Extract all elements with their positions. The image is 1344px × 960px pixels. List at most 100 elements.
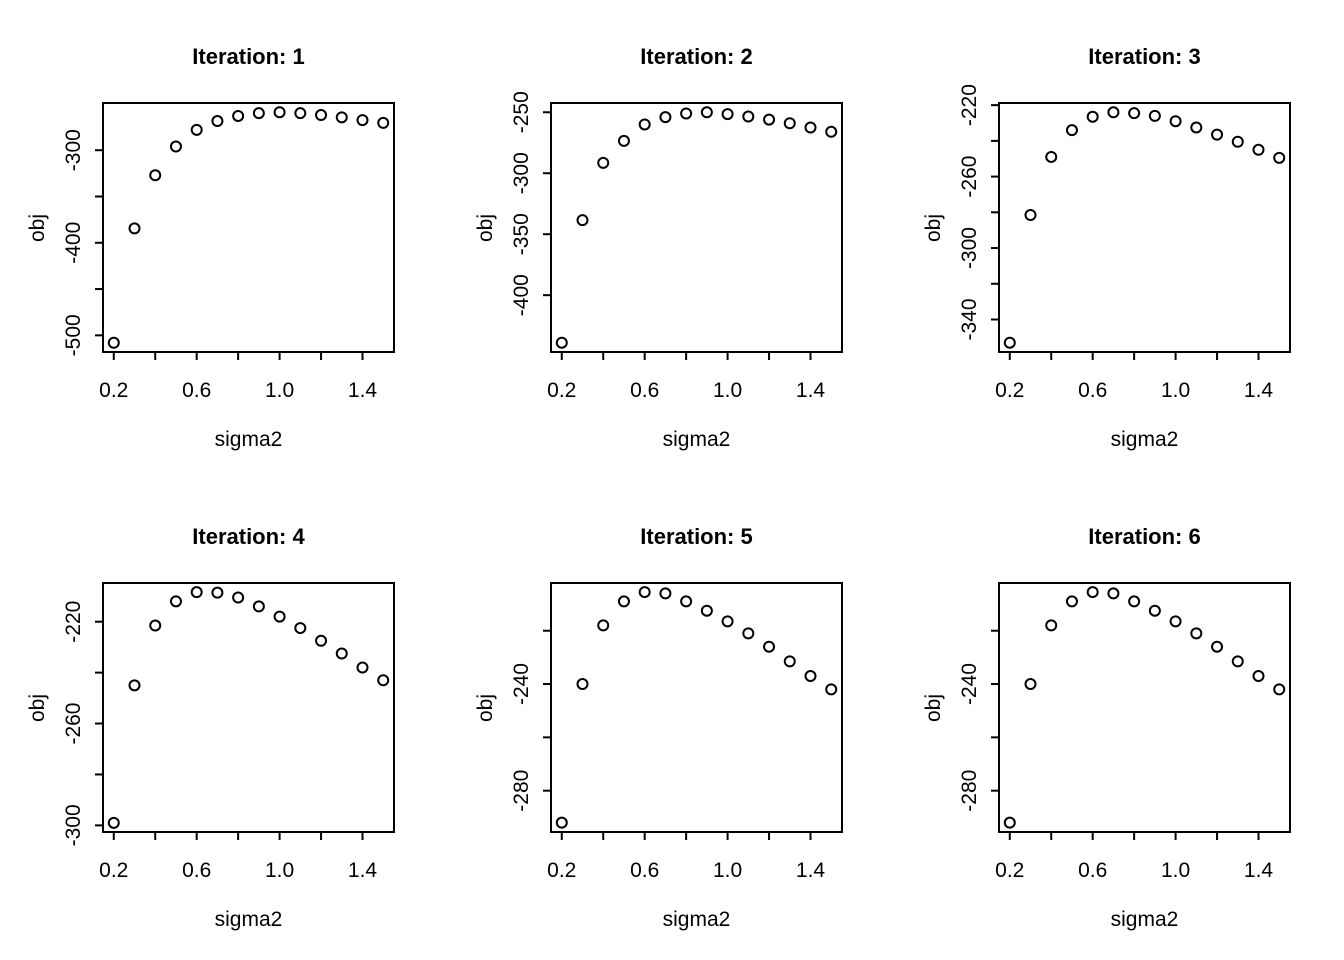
data-point bbox=[356, 661, 369, 674]
data-point bbox=[700, 604, 713, 617]
plot-frame bbox=[550, 582, 843, 833]
data-point bbox=[638, 118, 651, 131]
y-tick-label: -300 bbox=[62, 129, 85, 171]
data-point bbox=[1128, 107, 1141, 120]
data-point bbox=[659, 587, 672, 600]
plot-iteration-5: 0.2 0.6 1.0 1.4 -280 -240 bbox=[510, 582, 843, 882]
data-point bbox=[783, 655, 796, 668]
plot-title: Iteration: 2 bbox=[640, 44, 753, 69]
y-tick-label: -350 bbox=[510, 213, 533, 255]
data-point bbox=[190, 123, 203, 136]
data-point bbox=[128, 222, 141, 235]
data-point bbox=[638, 586, 651, 599]
x-tick-label: 1.4 bbox=[1244, 379, 1274, 402]
panel-iteration-3: 0.2 0.6 1.0 1.4 -340 -300 -260 -220 Iteration: … bbox=[896, 0, 1344, 480]
x-tick-label: 1.0 bbox=[713, 379, 742, 402]
data-point bbox=[1231, 655, 1244, 668]
data-point bbox=[1086, 586, 1099, 599]
data-point bbox=[128, 679, 141, 692]
data-point bbox=[169, 595, 182, 608]
y-axis-label: obj bbox=[474, 213, 497, 242]
data-point bbox=[1045, 150, 1058, 163]
data-point bbox=[783, 117, 796, 130]
x-tick-label: 1.4 bbox=[348, 379, 378, 402]
plot-title: Iteration: 4 bbox=[192, 524, 305, 549]
y-tick-label: -300 bbox=[62, 804, 85, 846]
y-axis-label-box: obj bbox=[920, 583, 948, 832]
x-tick-label: 1.4 bbox=[1244, 859, 1274, 882]
y-axis-label: obj bbox=[26, 213, 49, 242]
x-axis-label: sigma2 bbox=[1110, 428, 1179, 451]
data-point bbox=[1273, 151, 1286, 164]
data-point bbox=[1024, 678, 1037, 691]
x-tick-label: 1.0 bbox=[265, 859, 294, 882]
data-point bbox=[825, 125, 838, 138]
x-tick-label: 0.2 bbox=[547, 379, 576, 402]
x-tick-label: 1.0 bbox=[713, 859, 742, 882]
data-point bbox=[232, 109, 245, 122]
x-tick-label: 0.6 bbox=[1078, 859, 1107, 882]
data-point bbox=[1107, 106, 1120, 119]
data-point bbox=[1003, 336, 1016, 349]
x-tick-label: 0.6 bbox=[182, 379, 211, 402]
x-tick-label: 0.6 bbox=[630, 859, 659, 882]
x-axis-label: sigma2 bbox=[214, 428, 283, 451]
data-point bbox=[617, 134, 630, 147]
data-point bbox=[1273, 683, 1286, 696]
data-point bbox=[804, 121, 817, 134]
x-tick-label: 1.4 bbox=[348, 859, 378, 882]
y-axis-label-box: obj bbox=[920, 103, 948, 352]
data-point bbox=[680, 595, 693, 608]
data-point bbox=[1065, 124, 1078, 137]
data-point bbox=[597, 156, 610, 169]
data-point bbox=[1252, 670, 1265, 683]
y-tick-label: -240 bbox=[510, 663, 533, 705]
data-point bbox=[1211, 128, 1224, 141]
data-point bbox=[1231, 135, 1244, 148]
y-tick-label: -400 bbox=[510, 274, 533, 316]
data-point bbox=[700, 106, 713, 119]
data-point bbox=[107, 336, 120, 349]
data-point bbox=[763, 640, 776, 653]
plot-frame bbox=[550, 102, 843, 353]
x-tick-label: 1.4 bbox=[796, 379, 826, 402]
plot-iteration-3: 0.2 0.6 1.0 1.4 -340 -300 -260 -220 bbox=[958, 84, 1291, 402]
x-tick-label: 1.0 bbox=[1161, 859, 1190, 882]
x-tick-label: 0.2 bbox=[995, 379, 1024, 402]
data-point bbox=[721, 615, 734, 628]
y-axis-label: obj bbox=[922, 693, 945, 722]
data-point bbox=[1107, 587, 1120, 600]
plot-frame bbox=[998, 102, 1291, 353]
data-point bbox=[252, 107, 265, 120]
data-point bbox=[659, 111, 672, 124]
data-point bbox=[1065, 595, 1078, 608]
plot-title: Iteration: 6 bbox=[1088, 524, 1201, 549]
y-tick-label: -340 bbox=[958, 298, 981, 340]
data-point bbox=[742, 627, 755, 640]
data-point bbox=[1169, 115, 1182, 128]
y-tick-label: -300 bbox=[510, 152, 533, 194]
y-axis-label-box: obj bbox=[24, 103, 52, 352]
data-point bbox=[211, 586, 224, 599]
data-point bbox=[315, 109, 328, 122]
x-tick-label: 0.2 bbox=[995, 859, 1024, 882]
data-point bbox=[294, 622, 307, 635]
x-tick-label: 0.6 bbox=[1078, 379, 1107, 402]
data-point bbox=[377, 674, 390, 687]
data-point bbox=[742, 110, 755, 123]
y-tick-label: -300 bbox=[958, 227, 981, 269]
plot-frame bbox=[998, 582, 1291, 833]
y-axis-label-box: obj bbox=[472, 103, 500, 352]
data-point bbox=[273, 610, 286, 623]
data-point bbox=[149, 169, 162, 182]
panel-iteration-4: 0.2 0.6 1.0 1.4 -300 -260 -220 Iteration: 4 si… bbox=[0, 480, 448, 960]
data-point bbox=[617, 595, 630, 608]
data-point bbox=[1148, 109, 1161, 122]
data-point bbox=[335, 111, 348, 124]
y-tick-label: -500 bbox=[62, 314, 85, 356]
plot-iteration-1: 0.2 0.6 1.0 1.4 -500 -400 -300 bbox=[62, 102, 395, 402]
x-tick-label: 0.6 bbox=[182, 859, 211, 882]
data-point bbox=[377, 116, 390, 129]
data-point bbox=[576, 214, 589, 227]
